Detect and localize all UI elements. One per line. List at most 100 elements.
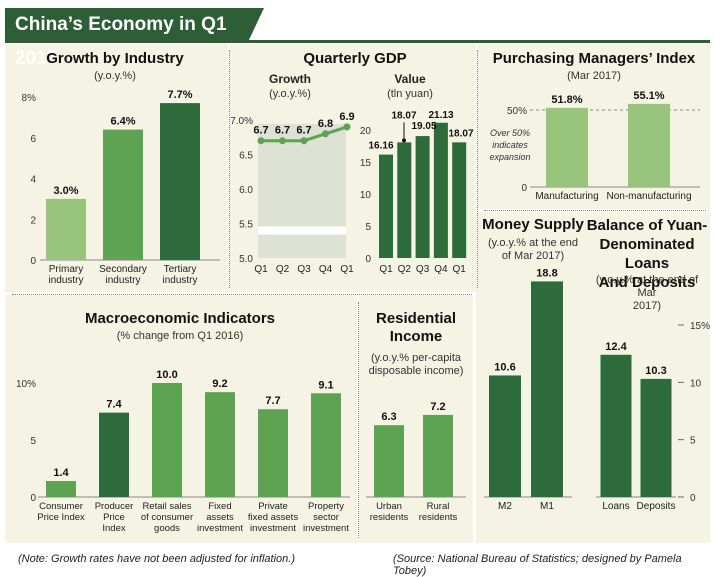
gdp-growth-category-label-4: Q1 bbox=[340, 264, 354, 275]
loans-tick-2: 10 bbox=[690, 378, 702, 389]
gdp-growth-point-0 bbox=[257, 137, 265, 145]
gdp-value-category-label-2: Q3 bbox=[416, 264, 430, 275]
gdp-growth-value-label-0: 6.7 bbox=[253, 125, 268, 137]
industry-tick-1: 2 bbox=[30, 215, 36, 226]
loans-title: Balance of Yuan- Denominated Loans And D… bbox=[586, 217, 708, 291]
gdp-growth-label: Growth bbox=[269, 72, 311, 86]
gdp-growth-value-label-4: 6.9 bbox=[339, 111, 354, 123]
gdp-growth-value-label-2: 6.7 bbox=[296, 125, 311, 137]
pmi-annotation-line-2: expansion bbox=[489, 152, 530, 162]
macro-category-label-1: Producer Price Index bbox=[95, 501, 134, 534]
industry-category-label-1: Secondary industry bbox=[99, 264, 147, 286]
macro-tick-2: 10% bbox=[16, 379, 36, 390]
macro-bar-3 bbox=[205, 392, 235, 497]
pmi-value-label-1: 55.1% bbox=[633, 90, 664, 102]
macro-value-label-3: 9.2 bbox=[212, 378, 227, 390]
pmi-bar-0 bbox=[546, 107, 588, 187]
income-category-label-0: Urban residents bbox=[370, 501, 409, 523]
pmi-annotation-line-1: indicates bbox=[492, 140, 528, 150]
gdp-value-value-label-3: 21.13 bbox=[428, 110, 453, 121]
pmi-category-label-0: Manufacturing bbox=[535, 191, 598, 202]
income-subtitle: (y.o.y.% per-capita disposable income) bbox=[368, 352, 464, 377]
income-category-label-1: Rural residents bbox=[419, 501, 458, 523]
pmi-tick-1: 50% bbox=[507, 106, 527, 117]
gdp-growth-category-label-0: Q1 bbox=[254, 264, 268, 275]
industry-bar-0 bbox=[46, 198, 86, 260]
industry-tick-4: 8% bbox=[22, 93, 37, 104]
pmi-category-label-1: Non-manufacturing bbox=[606, 191, 691, 202]
macro-value-label-5: 9.1 bbox=[318, 379, 333, 391]
money-bar-0 bbox=[489, 375, 521, 497]
income-bar-1 bbox=[423, 414, 453, 497]
gdp-value-bar-2 bbox=[415, 136, 430, 258]
gdp-growth-axis-break bbox=[258, 226, 346, 235]
money-value-label-0: 10.6 bbox=[494, 361, 515, 373]
industry-value-label-2: 7.7% bbox=[167, 89, 192, 101]
gdp-growth-category-label-2: Q3 bbox=[297, 264, 311, 275]
money-title: Money Supply bbox=[482, 216, 584, 233]
macro-value-label-1: 7.4 bbox=[106, 399, 122, 411]
industry-tick-2: 4 bbox=[30, 175, 36, 186]
gdp-value-label: Value bbox=[394, 72, 426, 86]
macro-tick-0: 0 bbox=[30, 493, 36, 504]
income-value-label-1: 7.2 bbox=[430, 401, 445, 413]
gdp-value-tick-2: 10 bbox=[360, 190, 372, 201]
industry-category-label-2: Tertiary industry bbox=[162, 264, 197, 286]
source-note: (Source: National Bureau of Statistics; … bbox=[393, 553, 682, 577]
macro-category-label-4: Private fixed assets investment bbox=[248, 501, 298, 534]
money-category-label-0: M2 bbox=[498, 501, 512, 512]
macro-value-label-4: 7.7 bbox=[265, 395, 280, 407]
money-value-label-1: 18.8 bbox=[536, 267, 557, 279]
pmi-tick-0: 0 bbox=[521, 183, 527, 194]
gdp-value-category-label-4: Q1 bbox=[453, 264, 467, 275]
divider-macro-income bbox=[358, 302, 359, 538]
macro-bar-5 bbox=[311, 393, 341, 497]
gdp-growth-value-label-3: 6.8 bbox=[318, 118, 333, 130]
gdp-growth-tick-3: 6.5 bbox=[239, 151, 253, 162]
industry-value-label-1: 6.4% bbox=[110, 116, 135, 128]
gdp-value-leader-dot bbox=[402, 138, 406, 143]
gdp-value-category-label-0: Q1 bbox=[379, 264, 393, 275]
gdp-value-tick-0: 0 bbox=[365, 254, 371, 265]
industry-tick-3: 6 bbox=[30, 134, 36, 145]
income-bar-0 bbox=[374, 425, 404, 497]
industry-bar-2 bbox=[160, 103, 200, 260]
loans-value-label-1: 10.3 bbox=[645, 365, 666, 377]
income-value-label-0: 6.3 bbox=[381, 411, 396, 423]
divider-gdp-pmi bbox=[477, 50, 478, 288]
divider-industry-gdp bbox=[229, 50, 230, 288]
macro-category-label-2: Retail sales of consumer goods bbox=[141, 501, 193, 534]
money-subtitle: (y.o.y.% at the end of Mar 2017) bbox=[487, 237, 579, 262]
title-rule bbox=[5, 40, 710, 43]
gdp-growth-category-label-3: Q4 bbox=[319, 264, 333, 275]
money-category-label-1: M1 bbox=[540, 501, 554, 512]
macro-bar-2 bbox=[152, 383, 182, 497]
gdp-value-bar-3 bbox=[433, 122, 448, 258]
macro-value-label-2: 10.0 bbox=[156, 369, 177, 381]
gdp-value-value-label-0: 16.16 bbox=[368, 141, 393, 152]
macro-tick-1: 5 bbox=[30, 436, 36, 447]
macro-category-label-5: Property sector investment bbox=[303, 501, 349, 534]
gdp-growth-tick-0: 5.0 bbox=[239, 254, 253, 265]
gdp-value-bar-1 bbox=[397, 142, 412, 258]
macro-bar-0 bbox=[46, 481, 76, 497]
industry-value-label-0: 3.0% bbox=[53, 185, 78, 197]
macro-bar-4 bbox=[258, 409, 288, 497]
gdp-growth-tick-4: 7.0% bbox=[230, 116, 253, 127]
macro-value-label-0: 1.4 bbox=[53, 467, 69, 479]
loans-bar-0 bbox=[600, 354, 632, 497]
loans-tick-3: 15% bbox=[690, 321, 710, 332]
macro-category-label-3: Fixed assets investment bbox=[197, 501, 243, 534]
panel-income-bg bbox=[359, 295, 473, 543]
page-title: China’s Economy in Q1 2017 bbox=[5, 8, 264, 69]
macro-bar-1 bbox=[99, 412, 129, 497]
gdp-value-value-label-1: 18.07 bbox=[391, 110, 416, 121]
macro-title: Macroeconomic Indicators bbox=[84, 310, 276, 327]
panel-pmi-bg bbox=[478, 44, 710, 209]
gdp-value-value-label-4: 18.07 bbox=[448, 128, 473, 139]
gdp-value-tick-3: 15 bbox=[360, 158, 372, 169]
industry-title: Growth by Industry bbox=[46, 50, 184, 67]
gdp-growth-point-2 bbox=[300, 137, 308, 145]
footnote: (Note: Growth rates have not been adjust… bbox=[18, 553, 295, 565]
